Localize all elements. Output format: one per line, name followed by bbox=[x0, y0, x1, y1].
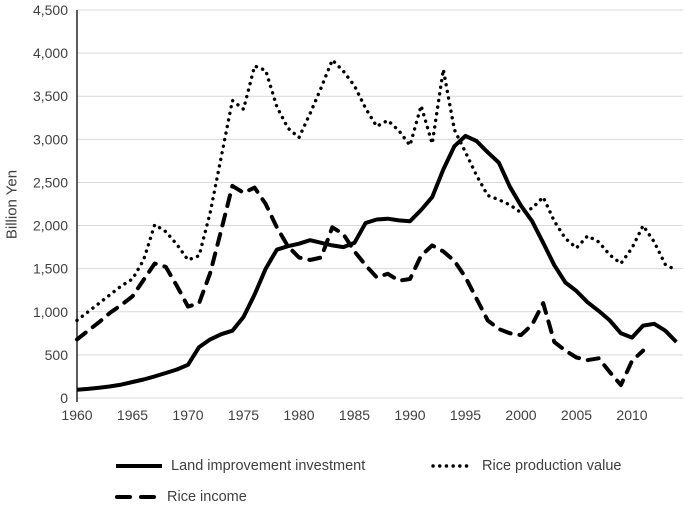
legend-label: Rice production value bbox=[482, 458, 622, 474]
x-tick-label: 2010 bbox=[616, 407, 647, 423]
y-tick-label: 1,000 bbox=[33, 304, 68, 320]
x-tick-label: 1995 bbox=[450, 407, 481, 423]
legend-item-land-improvement-investment: Land improvement investment bbox=[115, 456, 365, 476]
y-tick-label: 3,000 bbox=[33, 131, 68, 147]
y-tick-label: 4,000 bbox=[33, 45, 68, 61]
y-tick-label: 500 bbox=[45, 347, 69, 363]
y-tick-label: 4,500 bbox=[33, 2, 68, 18]
legend-label: Land improvement investment bbox=[171, 458, 366, 474]
chart-plot-area: 0 500 1,000 1,500 2,000 2,500 3,000 3,500 4,000 4… bbox=[33, 2, 683, 423]
legend-item-rice-production-value: Rice production value bbox=[430, 456, 621, 476]
solid-line-sample-icon bbox=[116, 464, 162, 468]
series-line-solid bbox=[76, 133, 678, 392]
dotted-line-sample-icon bbox=[431, 464, 474, 468]
y-tick-label: 1,500 bbox=[33, 261, 68, 277]
x-tick-label: 1990 bbox=[394, 407, 425, 423]
y-tick-label: 2,000 bbox=[33, 218, 68, 234]
y-tick-label: 0 bbox=[60, 390, 68, 406]
legend-item-rice-income: Rice income bbox=[115, 487, 247, 507]
x-tick-label: 1985 bbox=[339, 407, 370, 423]
series-line-dotted bbox=[75, 58, 679, 323]
x-tick-label: 1980 bbox=[283, 407, 314, 423]
x-tick-label: 1970 bbox=[172, 407, 203, 423]
dashed-line-sample-icon bbox=[115, 495, 159, 499]
x-tick-label: 1960 bbox=[61, 407, 92, 423]
x-tick-label: 1975 bbox=[228, 407, 259, 423]
series-line-dashed bbox=[75, 183, 646, 388]
legend-label: Rice income bbox=[167, 489, 247, 505]
y-tick-label: 3,500 bbox=[33, 88, 68, 104]
x-tick-label: 2000 bbox=[505, 407, 536, 423]
y-tick-label: 2,500 bbox=[33, 174, 68, 190]
x-tick-label: 1965 bbox=[117, 407, 148, 423]
x-tick-label: 2005 bbox=[561, 407, 592, 423]
y-axis-title: Billion Yen bbox=[3, 169, 21, 240]
